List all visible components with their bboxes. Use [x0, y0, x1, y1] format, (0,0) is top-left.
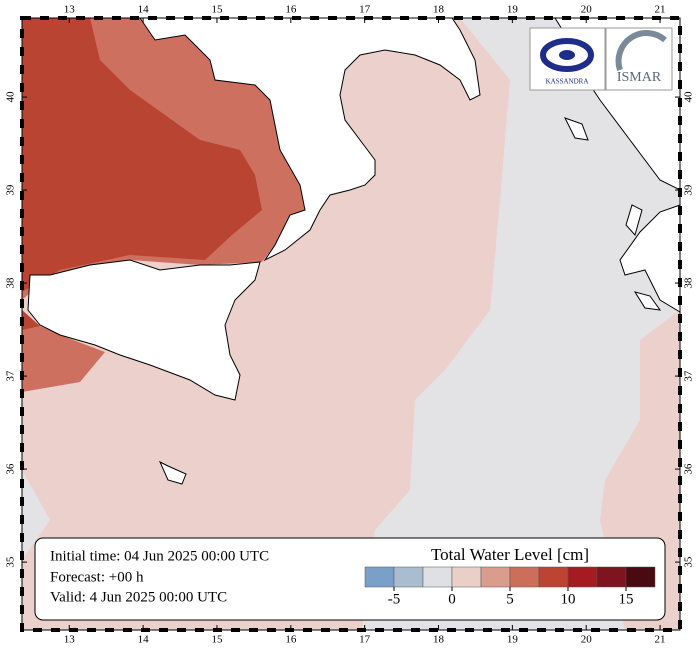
lon-label: 18 [433, 634, 445, 646]
lon-label: 13 [64, 634, 76, 646]
lon-label: 18 [433, 4, 445, 16]
lon-label: 13 [64, 4, 76, 16]
lat-label: 40 [5, 91, 17, 103]
lat-label: 40 [683, 91, 695, 103]
colorbar-box [625, 566, 656, 588]
level-zone [22, 310, 40, 330]
land [139, 17, 481, 262]
logo-icon [615, 30, 667, 71]
lat-label: 38 [5, 277, 17, 289]
colorbar-box [567, 566, 598, 588]
colorbar-box [509, 566, 540, 588]
colorbar-label: 0 [448, 591, 456, 607]
level-zone [22, 470, 50, 560]
lon-label: 21 [655, 4, 666, 16]
colorbar-label: 5 [506, 591, 514, 607]
lon-label: 16 [285, 4, 297, 16]
info-text: Initial time: 04 Jun 2025 00:00 UTC [50, 548, 269, 564]
logo-icon [559, 50, 575, 60]
lat-label: 39 [5, 184, 17, 196]
lat-label: 37 [5, 370, 17, 382]
lon-label: 21 [655, 634, 666, 646]
land [625, 204, 643, 237]
lon-label: 19 [507, 634, 519, 646]
colorbar-box [422, 566, 453, 588]
land [158, 460, 187, 485]
colorbar-label: 15 [619, 591, 634, 607]
lat-label: 36 [683, 463, 695, 475]
lon-label: 15 [211, 634, 223, 646]
colorbar-box [480, 566, 511, 588]
logo-icon [540, 38, 594, 72]
logos: KASSANDRA ISMAR [529, 27, 673, 91]
lat-label: 39 [683, 184, 695, 196]
lat-label: 35 [683, 556, 695, 568]
logo-text: KASSANDRA [546, 78, 589, 86]
level-zone [362, 18, 680, 630]
level-zone [22, 318, 105, 392]
frame-scale [20, 16, 682, 632]
colorbar-box [596, 566, 627, 588]
colorbar-box [538, 566, 569, 588]
lon-label: 17 [359, 4, 371, 16]
colorbar-title: Total Water Level [cm] [431, 545, 589, 564]
land [27, 259, 261, 401]
info-text: Forecast: +00 h [50, 569, 144, 585]
lat-label: 36 [5, 463, 17, 475]
lon-label: 17 [359, 634, 371, 646]
level-zone [22, 18, 262, 292]
lon-label: 19 [507, 4, 519, 16]
lon-label: 15 [211, 4, 223, 16]
info-text: Valid: 4 Jun 2025 00:00 UTC [50, 589, 227, 605]
lon-label: 14 [138, 634, 150, 646]
land [563, 117, 589, 141]
logo-text: ISMAR [617, 70, 662, 85]
lon-label: 14 [138, 4, 150, 16]
lon-label: 20 [581, 4, 593, 16]
lat-label: 38 [683, 277, 695, 289]
lat-label: 35 [5, 556, 17, 568]
lat-label: 37 [683, 370, 695, 382]
land [619, 204, 681, 313]
colorbar-label: 10 [561, 591, 576, 607]
colorbar-box [364, 566, 395, 588]
info-box [34, 537, 666, 621]
colorbar-box [393, 566, 424, 588]
lon-label: 16 [285, 634, 297, 646]
lon-label: 20 [581, 634, 593, 646]
colorbar-box [451, 566, 482, 588]
colorbar-label: -5 [388, 591, 401, 607]
land [633, 291, 662, 311]
